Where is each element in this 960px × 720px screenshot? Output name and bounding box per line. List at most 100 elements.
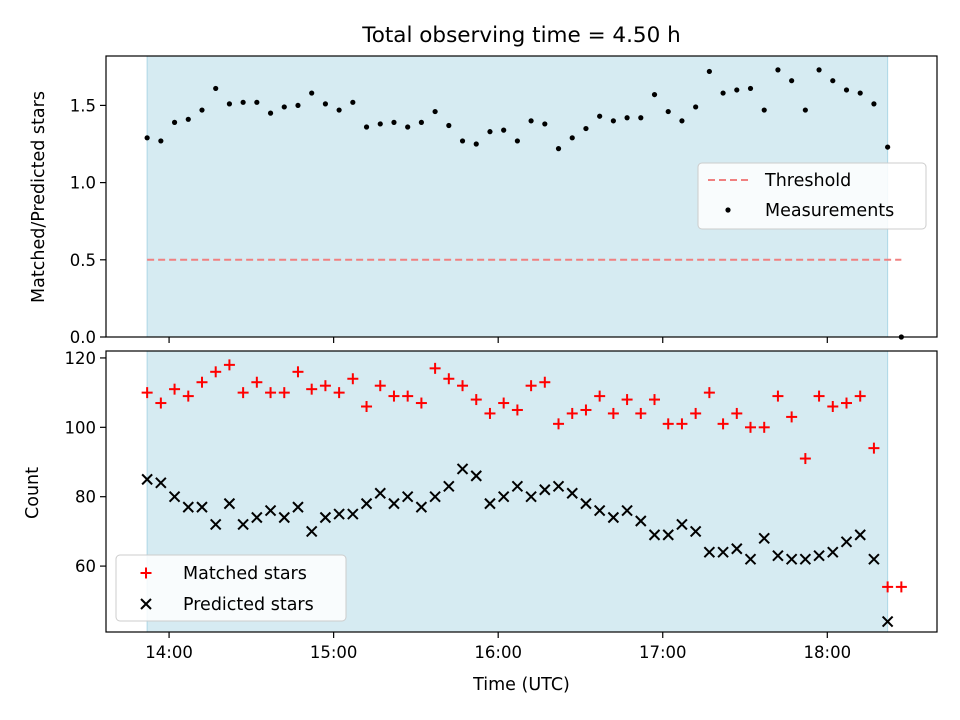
legend-predicted-swatch	[140, 598, 152, 610]
matched-stars-point	[553, 418, 565, 430]
predicted-stars-point	[141, 473, 153, 486]
chart-title: Total observing time = 4.50 h	[361, 23, 681, 48]
measurements-point	[226, 101, 233, 107]
matched-stars-point	[703, 387, 715, 399]
matched-stars-point	[251, 376, 263, 388]
matched-stars-point	[539, 376, 551, 388]
matched-stars-point	[457, 380, 469, 392]
predicted-stars-point	[456, 463, 469, 475]
measurements-point	[802, 107, 808, 113]
measurements-point	[514, 138, 520, 144]
measurements-point	[322, 101, 329, 107]
measurements-point	[843, 87, 850, 93]
predicted-stars-point	[607, 511, 620, 524]
matched-stars-point	[786, 411, 798, 423]
predicted-stars-point	[689, 525, 702, 538]
matched-stars-point	[868, 442, 880, 454]
predicted-stars-point	[552, 480, 565, 493]
predicted-stars-point	[443, 480, 455, 493]
matched-stars-point	[292, 366, 304, 378]
measurements-point	[679, 118, 685, 124]
predicted-stars-point	[648, 529, 661, 541]
measurements-point	[734, 87, 740, 93]
y-tick-label: 1.0	[70, 174, 96, 193]
matched-stars-point	[717, 418, 729, 430]
predicted-stars-point	[676, 518, 688, 531]
matched-stars-point	[731, 407, 743, 419]
measurements-point	[501, 127, 507, 133]
legend-box	[115, 554, 347, 622]
predicted-stars-point	[305, 525, 318, 538]
predicted-stars-point	[333, 508, 345, 520]
measurements-point	[350, 99, 356, 105]
predicted-stars-point	[278, 511, 290, 524]
matched-stars-point	[690, 407, 702, 419]
matched-stars-point	[498, 397, 510, 409]
x-tick-label: 15:00	[310, 643, 358, 662]
matched-stars-point	[196, 376, 208, 388]
matched-stars-point	[799, 453, 811, 465]
predicted-stars-point	[785, 553, 798, 565]
y-tick-label: 1.5	[70, 96, 96, 115]
matched-stars-point	[141, 387, 153, 399]
predicted-stars-point	[703, 546, 716, 558]
measurements-point	[857, 90, 863, 96]
x-tick-label: 18:00	[804, 643, 852, 662]
measurements-point	[309, 90, 315, 96]
matched-stars-point	[594, 390, 606, 402]
plot-frame	[105, 55, 938, 338]
measurements-point	[199, 107, 205, 113]
matched-stars-point	[210, 366, 222, 378]
predicted-stars-point	[319, 511, 332, 524]
predicted-stars-point	[196, 501, 208, 513]
legend-bottom: Matched stars Predicted stars	[115, 554, 347, 622]
measurements-point	[871, 101, 877, 107]
predicted-stars-point	[731, 543, 743, 555]
matched-stars-point	[402, 390, 414, 402]
measurements-point	[665, 108, 671, 115]
matched-stars-point	[827, 401, 839, 413]
measurements-point	[363, 124, 370, 130]
predicted-stars-point	[717, 546, 729, 558]
matched-stars-point	[511, 404, 523, 416]
y-tick-label: 120	[65, 349, 97, 368]
matched-stars-point	[566, 407, 578, 419]
predicted-stars-point	[264, 504, 277, 517]
predicted-stars-point	[168, 490, 181, 503]
matched-stars-point	[333, 387, 345, 399]
matched-stars-point	[347, 373, 359, 385]
x-axis-label: Time (UTC)	[472, 675, 570, 695]
matched-stars-point	[607, 407, 619, 419]
predicted-stars-point	[840, 536, 853, 548]
predicted-stars-point	[388, 497, 400, 510]
legend-predicted-label: Predicted stars	[183, 595, 314, 615]
matched-stars-point	[388, 390, 400, 402]
measurements-point	[418, 119, 424, 125]
predicted-stars-point	[470, 470, 482, 482]
matched-stars-point	[854, 390, 866, 402]
measurements-point	[597, 113, 603, 119]
matched-stars-point	[662, 418, 674, 430]
measurements-point	[240, 99, 246, 105]
predicted-stars-point	[415, 501, 428, 513]
measurements-point	[693, 104, 699, 110]
matched-stars-point	[758, 421, 770, 433]
predicted-stars-point	[580, 497, 592, 510]
matched-stars-point	[882, 581, 894, 593]
predicted-stars-point	[209, 518, 222, 531]
predicted-stars-point	[347, 508, 359, 520]
matched-stars-point	[484, 407, 496, 419]
measurements-point	[473, 141, 479, 147]
measurements-point	[555, 146, 562, 152]
top-panel: Total observing time = 4.50 h Matched/Pr…	[29, 23, 938, 347]
matched-stars-point	[265, 387, 277, 399]
predicted-stars-point	[635, 515, 647, 527]
predicted-stars-point	[374, 487, 386, 499]
matched-stars-point	[415, 397, 427, 409]
measurements-point	[569, 135, 575, 141]
x-tick-label: 14:00	[145, 643, 193, 662]
measurements-point	[747, 85, 754, 92]
y-axis-label-ratio: Matched/Predicted stars	[29, 91, 49, 303]
matched-stars-point	[813, 390, 825, 402]
